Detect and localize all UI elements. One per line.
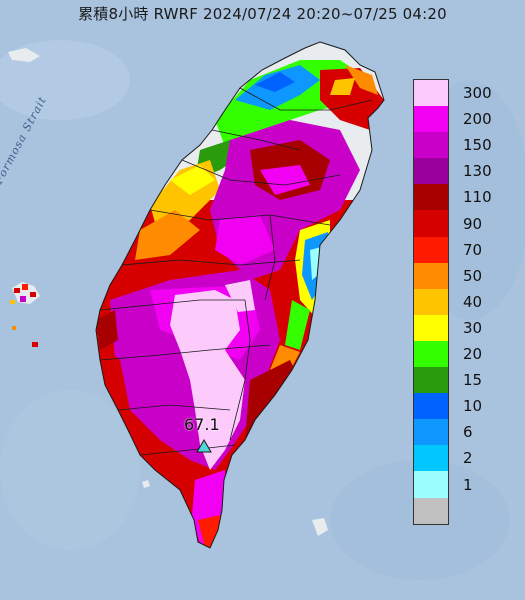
station-value-label: 67.1 bbox=[184, 415, 220, 434]
legend-label: 110 bbox=[463, 188, 492, 207]
legend-swatch bbox=[414, 445, 448, 472]
legend-label: 30 bbox=[463, 318, 483, 337]
legend-label: 130 bbox=[463, 162, 492, 181]
legend-swatch bbox=[414, 314, 448, 341]
legend-label: 90 bbox=[463, 214, 483, 233]
rainfall-legend bbox=[413, 79, 449, 525]
legend-swatch bbox=[414, 497, 448, 524]
legend-swatch bbox=[414, 210, 448, 237]
penghu-island bbox=[12, 282, 40, 304]
legend-swatch bbox=[414, 184, 448, 211]
legend-label: 2 bbox=[463, 449, 473, 468]
legend-swatch bbox=[414, 236, 448, 263]
legend-label: 70 bbox=[463, 240, 483, 259]
legend-swatch bbox=[414, 262, 448, 289]
legend-label: 300 bbox=[463, 84, 492, 103]
legend-label: 200 bbox=[463, 110, 492, 129]
liuqiu-island bbox=[142, 480, 150, 488]
legend-swatch bbox=[414, 158, 448, 185]
legend-swatch bbox=[414, 393, 448, 420]
legend-swatch bbox=[414, 340, 448, 368]
legend-label: 1 bbox=[463, 475, 473, 494]
green-island bbox=[312, 518, 328, 536]
legend-swatch bbox=[414, 106, 448, 133]
legend-label: 20 bbox=[463, 345, 483, 364]
legend-swatch bbox=[414, 419, 448, 446]
map-title: 累積8小時 RWRF 2024/07/24 20:20~07/25 04:20 bbox=[78, 5, 447, 23]
matsu-island bbox=[8, 48, 40, 62]
legend-label: 15 bbox=[463, 371, 483, 390]
legend-swatch bbox=[414, 80, 448, 107]
legend-label: 10 bbox=[463, 397, 483, 416]
legend-label: 150 bbox=[463, 136, 492, 155]
legend-label: 40 bbox=[463, 292, 483, 311]
legend-swatch bbox=[414, 132, 448, 159]
county-boundaries bbox=[99, 87, 373, 456]
legend-label: 6 bbox=[463, 423, 473, 442]
legend-swatch bbox=[414, 471, 448, 498]
legend-label: 50 bbox=[463, 266, 483, 285]
station-marker bbox=[196, 439, 212, 453]
penghu-rainfall bbox=[10, 284, 38, 347]
legend-swatch bbox=[414, 367, 448, 394]
legend-swatch bbox=[414, 288, 448, 315]
